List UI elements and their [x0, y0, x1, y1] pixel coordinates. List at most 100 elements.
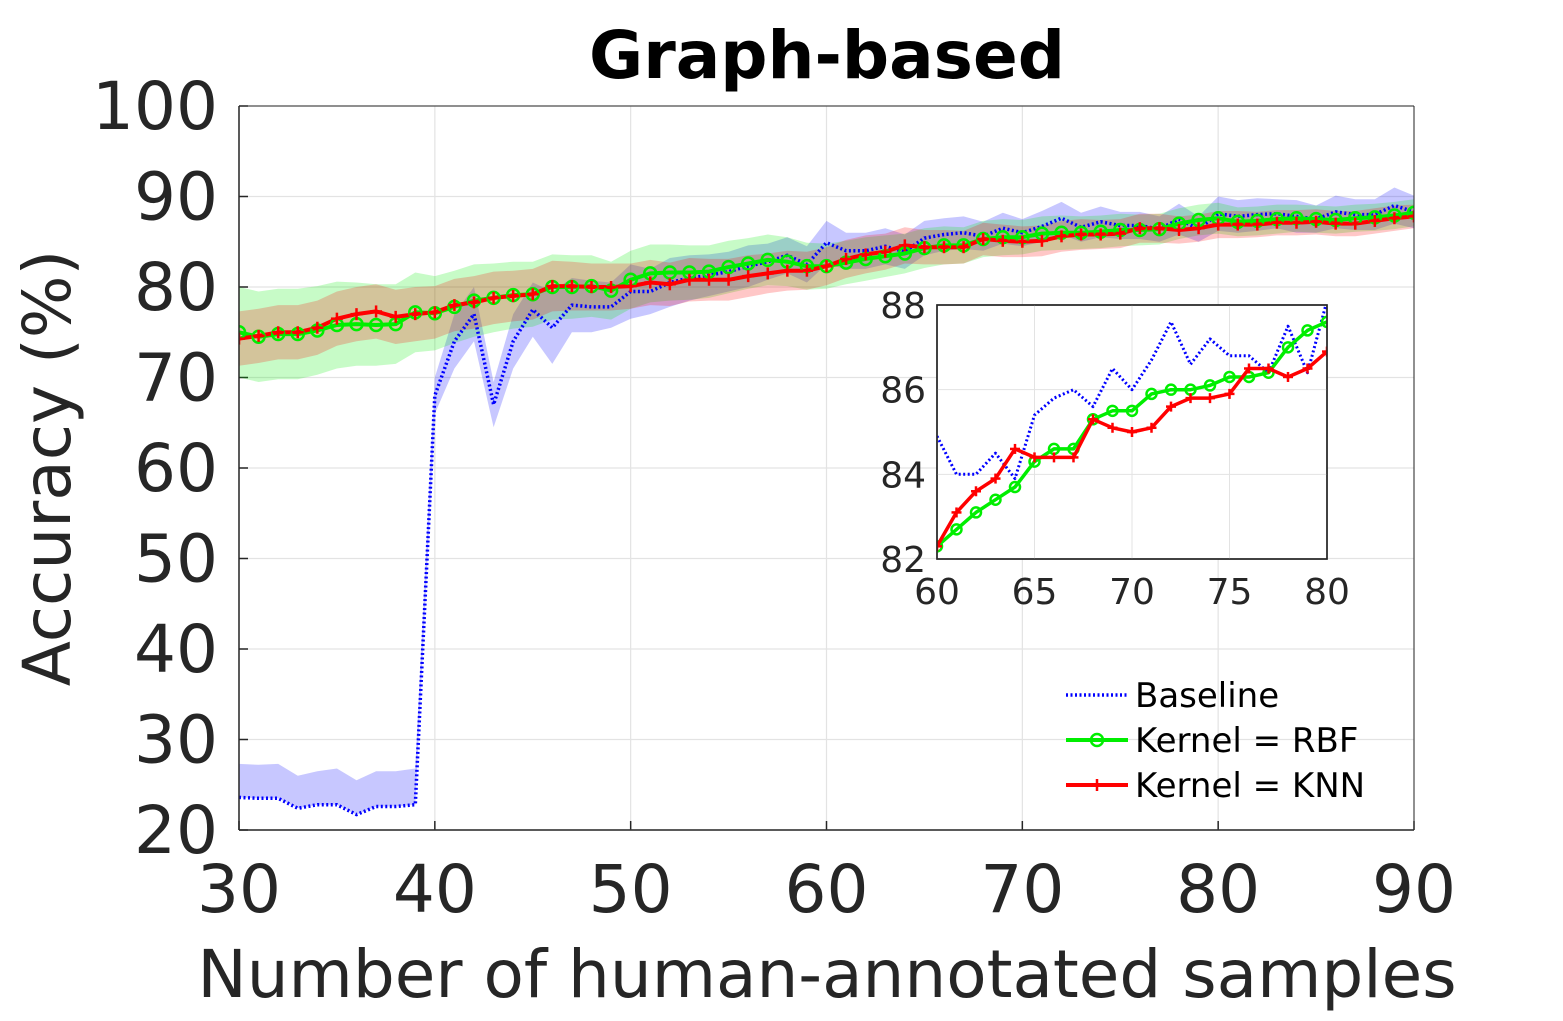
- inset-x-tick-label: 75: [1207, 572, 1253, 613]
- inset-kernel-knn-point: [1166, 401, 1176, 412]
- inset-kernel-knn-point: [1322, 346, 1327, 357]
- inset-kernel-knn-point: [990, 473, 1001, 484]
- inset-kernel-rbf-point: [1125, 404, 1139, 418]
- chart-title: Graph-based: [589, 17, 1065, 94]
- legend-marker-kernel-rbf: [1089, 732, 1105, 748]
- kernel-knn-point: [663, 278, 676, 291]
- inset-kernel-knn-point: [1107, 422, 1118, 433]
- kernel-knn-point: [898, 239, 911, 252]
- kernel-knn-point: [1231, 218, 1244, 231]
- kernel-knn-point: [1016, 235, 1029, 248]
- kernel-knn-point: [272, 326, 285, 339]
- kernel-knn-point: [428, 306, 441, 319]
- kernel-knn-point: [938, 241, 950, 254]
- kernel-knn-point: [1329, 217, 1342, 230]
- kernel-knn-point: [918, 241, 931, 254]
- kernel-knn-point: [1055, 230, 1068, 243]
- inset-kernel-rbf-point: [1223, 370, 1236, 384]
- inset-kernel-knn-point: [1263, 363, 1274, 374]
- inset-x-tick-label: 70: [1109, 572, 1155, 613]
- y-tick-label: 50: [134, 521, 218, 598]
- kernel-knn-point: [820, 260, 833, 273]
- inset-frame: [936, 304, 1328, 560]
- kernel-knn-point: [370, 305, 383, 318]
- y-axis-label: Accuracy (%): [9, 250, 86, 687]
- kernel-rbf-point: [368, 317, 384, 333]
- y-tick-label: 60: [134, 430, 218, 507]
- x-axis-label: Number of human-annotated samples: [197, 936, 1456, 1013]
- kernel-knn-point: [448, 299, 461, 312]
- inset-kernel-knn-point: [1010, 443, 1020, 454]
- y-tick-label: 40: [134, 611, 218, 688]
- kernel-knn-point: [1310, 215, 1323, 228]
- inset-kernel-knn-point: [951, 507, 962, 518]
- kernel-knn-point: [1368, 214, 1381, 227]
- inset-kernel-rbf-point: [1008, 480, 1022, 494]
- y-tick-label: 20: [134, 792, 218, 869]
- inset-kernel-knn-point: [1068, 452, 1079, 463]
- kernel-knn-point: [1173, 223, 1185, 236]
- inset-y-tick-label: 82: [880, 540, 926, 581]
- kernel-knn-point: [1212, 218, 1225, 231]
- kernel-knn-point: [1408, 210, 1414, 223]
- kernel-knn-point: [1094, 228, 1107, 241]
- inset-kernel-knn-point: [1049, 452, 1059, 463]
- kernel-knn-point: [546, 280, 559, 293]
- kernel-knn-point: [957, 241, 970, 254]
- legend-label-kernel-rbf: Kernel = RBF: [1135, 721, 1358, 761]
- kernel-rbf-band: [239, 199, 1414, 382]
- kernel-rbf-point: [721, 259, 736, 275]
- inset-x-tick-label: 80: [1304, 572, 1350, 613]
- kernel-knn-point: [683, 273, 696, 286]
- kernel-knn-point: [781, 264, 794, 277]
- y-tick-label: 70: [134, 340, 218, 417]
- inset-kernel-knn-point: [1146, 422, 1157, 433]
- kernel-knn-point: [1270, 216, 1283, 229]
- inset-y-tick-label: 86: [880, 371, 926, 412]
- kernel-rbf-point: [1406, 205, 1414, 221]
- kernel-knn-point: [239, 332, 245, 345]
- inset-kernel-knn-point: [1185, 393, 1196, 404]
- kernel-knn-point: [1192, 222, 1205, 235]
- inset-kernel-knn-point: [1224, 388, 1235, 399]
- kernel-knn-point: [703, 273, 715, 286]
- kernel-knn-point: [1349, 217, 1362, 230]
- kernel-knn-point: [565, 280, 578, 293]
- kernel-knn-point: [252, 329, 265, 342]
- kernel-knn-point: [1153, 222, 1166, 235]
- kernel-knn-point: [468, 296, 480, 309]
- kernel-knn-point: [311, 321, 324, 334]
- kernel-rbf-point: [760, 252, 775, 268]
- kernel-knn-point: [722, 273, 735, 286]
- legend-marker-kernel-knn: [1091, 779, 1103, 791]
- inset-kernel-rbf-point: [1301, 324, 1314, 337]
- inset-kernel-rbf-point: [989, 493, 1002, 506]
- kernel-knn-point: [624, 280, 637, 293]
- x-tick-label: 60: [785, 851, 869, 928]
- kernel-knn-point: [644, 276, 657, 289]
- inset-x-tick-label: 65: [1012, 572, 1058, 613]
- inset-kernel-rbf-point: [1164, 383, 1178, 396]
- kernel-knn-point: [605, 281, 618, 293]
- inset-kernel-knn-point: [971, 486, 981, 497]
- kernel-knn-point: [800, 264, 813, 277]
- inset-kernel-rbf-point: [1106, 404, 1119, 418]
- kernel-knn-point: [1035, 234, 1048, 247]
- inset-series-group: [937, 305, 1327, 553]
- main-series-group: [239, 187, 1414, 817]
- x-tick-label: 50: [589, 851, 673, 928]
- legend-label-baseline: Baseline: [1135, 676, 1279, 716]
- kernel-knn-point: [409, 308, 422, 321]
- inset-kernel-rbf-point: [969, 506, 983, 519]
- y-tick-label: 30: [134, 702, 218, 779]
- kernel-knn-point: [1114, 227, 1127, 240]
- kernel-knn-point: [840, 252, 853, 265]
- inset-kernel-knn-point: [1205, 393, 1215, 404]
- x-tick-label: 40: [393, 851, 477, 928]
- inset-x-tick-label: 60: [914, 572, 960, 613]
- kernel-knn-point: [507, 290, 520, 303]
- inset-kernel-rbf-point: [950, 523, 963, 536]
- inset-kernel-knn-point: [1127, 427, 1137, 437]
- kernel-knn-point: [526, 288, 539, 301]
- kernel-rbf-point: [239, 325, 247, 340]
